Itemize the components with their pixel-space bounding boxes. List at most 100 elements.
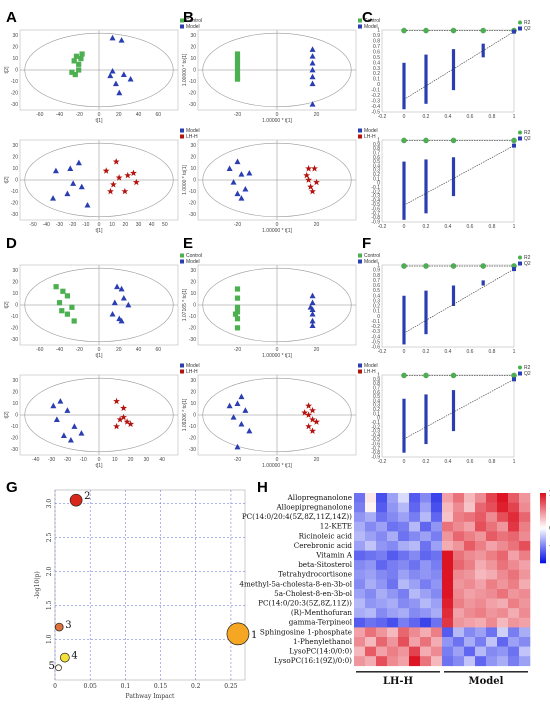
- heatmap-cell: [365, 656, 377, 667]
- heatmap-cell: [475, 560, 487, 571]
- data-point-control: [76, 67, 82, 73]
- y-tick-label: 10: [190, 291, 196, 297]
- heatmap-cell: [398, 617, 410, 628]
- heatmap-cell: [453, 617, 465, 628]
- q2-original-point: [512, 143, 516, 148]
- heatmap-row-label: Vitamin A: [315, 551, 353, 560]
- heatmap-cell: [486, 608, 498, 619]
- heatmap-cell: [453, 656, 465, 667]
- pathway-bubble: [226, 622, 250, 646]
- data-point-model: [64, 407, 71, 413]
- heatmap-cell: [497, 531, 509, 542]
- heatmap-cell: [398, 656, 410, 667]
- heatmap-cell: [442, 608, 454, 619]
- heatmap-cell: [409, 637, 421, 647]
- y-tick-label: 0.8: [373, 38, 380, 44]
- y-tick-label: -0.3: [371, 194, 380, 200]
- x-tick-label: 0.2: [423, 349, 430, 355]
- heatmap-cell: [431, 579, 443, 590]
- heatmap-cell: [519, 521, 531, 532]
- r2-point: [423, 27, 429, 34]
- q2-permutation-bar: [451, 285, 456, 306]
- heatmap-cell: [508, 617, 520, 628]
- data-point-lh-h: [303, 171, 311, 179]
- data-point-lh-h: [130, 169, 137, 177]
- pathway-impact-plot: 0 0.05 0.1 0.15 0.2 0.25 1.0 1.5 2.0 2.5 3.0 Pathwa…: [34, 489, 257, 700]
- data-point-model: [118, 317, 125, 324]
- x-tick-label: 0: [403, 349, 406, 355]
- heatmap-cell: [519, 569, 531, 580]
- data-point-model: [67, 165, 74, 171]
- legend-swatch: [358, 134, 362, 139]
- heatmap-cell: [431, 560, 443, 571]
- heatmap-cell: [376, 502, 388, 513]
- heatmap-cell: [519, 541, 531, 551]
- y-tick-label: 30: [190, 33, 196, 39]
- y-axis-label: t[2]: [4, 176, 10, 184]
- data-point-model: [70, 180, 77, 186]
- heatmap-cell: [431, 521, 443, 532]
- heatmap-cell: [376, 521, 388, 532]
- data-point-model: [118, 285, 125, 292]
- colorbar-segment: [540, 503, 546, 506]
- heatmap-cell: [387, 627, 399, 638]
- heatmap-row-label: PC(14:0/20:4(5Z,8Z,11Z,14Z)): [242, 512, 352, 521]
- data-point-control: [234, 55, 241, 62]
- heatmap-row-label: 5a-Cholest-8-en-3b-ol: [274, 589, 353, 598]
- x-tick-label: 0: [53, 683, 57, 690]
- heatmap-cell: [387, 502, 399, 513]
- x-tick-label: -20: [76, 347, 83, 353]
- data-point-model: [109, 67, 116, 74]
- heatmap-cell: [486, 598, 498, 609]
- y-tick-label: -0.2: [371, 324, 380, 330]
- legend-swatch: [180, 128, 184, 133]
- heatmap-cell: [420, 598, 432, 609]
- heatmap-cell: [486, 579, 498, 590]
- heatmap-cell: [420, 560, 432, 571]
- heatmap-cell: [387, 531, 399, 542]
- y-tick-label: -10: [189, 79, 196, 85]
- heatmap-cell: [464, 589, 476, 599]
- heatmap-cell: [398, 493, 410, 503]
- heatmap-cell: [519, 608, 531, 619]
- heatmap-cell: [409, 617, 421, 628]
- legend-swatch: [180, 369, 184, 374]
- data-point-control: [69, 304, 75, 310]
- heatmap-cell: [497, 617, 509, 628]
- heatmap-cell: [365, 637, 377, 647]
- heatmap-cell: [508, 637, 520, 647]
- x-tick-label: 0: [276, 457, 279, 463]
- heatmap-cell: [497, 502, 509, 513]
- heatmap-cell: [442, 541, 454, 551]
- x-tick-label: -60: [36, 112, 43, 118]
- heatmap-cell: [508, 550, 520, 561]
- heatmap-cell: [398, 541, 410, 551]
- heatmap-cell: [497, 598, 509, 609]
- heatmap-row-label: (R)-Menthofuran: [291, 608, 353, 617]
- heatmap-cell: [497, 550, 509, 561]
- y-tick-label: 0.8: [373, 273, 380, 279]
- heatmap-cell: [409, 569, 421, 580]
- heatmap-cell: [376, 608, 388, 619]
- heatmap-cell: [453, 589, 465, 599]
- y-tick-label: 0.2: [373, 407, 380, 413]
- heatmap-cell: [431, 646, 443, 657]
- heatmap-cell: [354, 569, 366, 580]
- heatmap-cell: [354, 598, 366, 609]
- y-tick-label: -10: [11, 79, 18, 85]
- r2-point: [450, 372, 457, 379]
- legend-swatch: [358, 253, 362, 258]
- data-point-lh-h: [305, 411, 313, 418]
- heatmap-row-label: gamma-Terpineol: [289, 618, 353, 627]
- heatmap-cell: [508, 608, 520, 619]
- data-point-control: [234, 76, 241, 82]
- data-point-model: [309, 46, 316, 52]
- data-point-lh-h: [311, 164, 318, 172]
- x-axis-label: t[1]: [96, 118, 104, 124]
- y-tick-label: 0: [377, 181, 380, 187]
- x-tick-label: -20: [234, 347, 241, 353]
- y-tick-label: 0: [193, 68, 196, 74]
- data-point-control: [64, 293, 70, 299]
- heatmap-cell: [354, 646, 366, 657]
- heatmap-cell: [442, 579, 454, 590]
